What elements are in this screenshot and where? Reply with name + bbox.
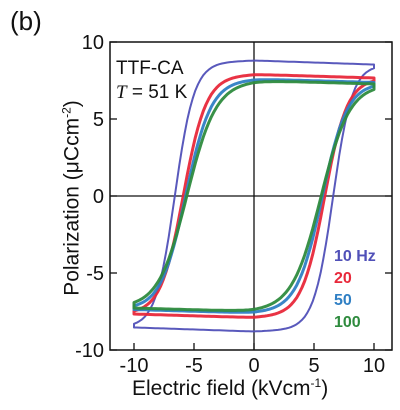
- loop-10-hz: [133, 59, 375, 333]
- y-tick-label: 0: [93, 186, 104, 208]
- y-tick-label: -5: [86, 263, 104, 285]
- legend: 10 Hz 20 50 100: [334, 246, 376, 334]
- loop-100: [132, 80, 376, 312]
- x-tick-label: 5: [308, 355, 319, 377]
- legend-entry-20: 20: [334, 270, 352, 287]
- y-tick-label: 10: [82, 32, 104, 54]
- loop-20: [132, 73, 376, 319]
- x-tick-label: -10: [120, 355, 149, 377]
- temperature-annotation: T = 51 K: [116, 82, 187, 104]
- legend-entry-100: 100: [334, 314, 361, 331]
- temperature-value: = 51 K: [126, 82, 188, 103]
- y-tick-label: -10: [75, 340, 104, 362]
- panel-label: (b): [10, 6, 42, 36]
- temperature-symbol: T: [116, 82, 127, 103]
- legend-entry-10hz: 10 Hz: [334, 248, 376, 265]
- x-axis-label: Electric field (kVcm-1): [132, 376, 329, 400]
- x-tick-label: 10: [363, 355, 385, 377]
- y-axis-label: Polarization (μCcm-2): [59, 100, 84, 296]
- y-tick-label: 5: [93, 109, 104, 131]
- sample-annotation: TTF-CA: [116, 58, 184, 79]
- x-tick-label: -5: [185, 355, 203, 377]
- x-tick-label: 0: [248, 355, 259, 377]
- legend-entry-50: 50: [334, 292, 352, 309]
